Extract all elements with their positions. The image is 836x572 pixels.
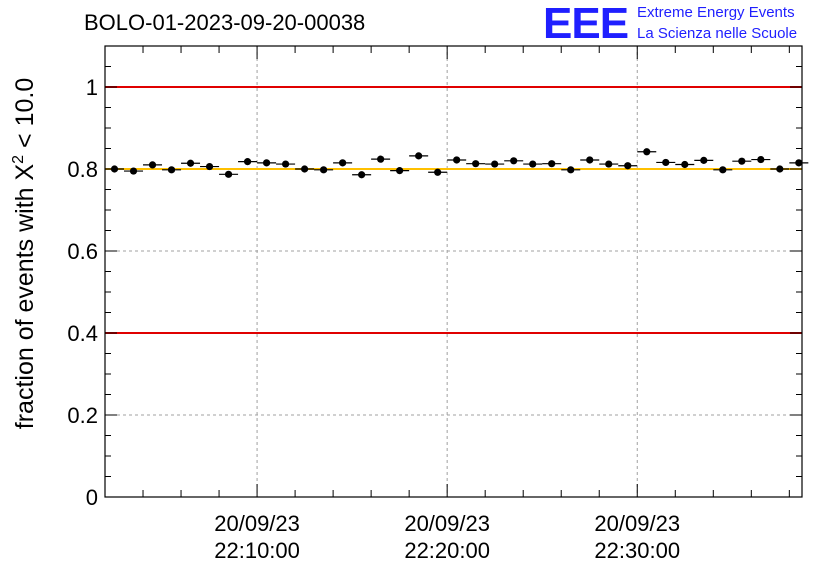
data-point <box>789 159 809 167</box>
y-tick-label: 0.6 <box>67 239 98 264</box>
axis-ticks <box>105 46 802 498</box>
data-point <box>637 148 657 156</box>
data-point <box>390 167 410 175</box>
data-point <box>219 170 239 178</box>
y-tick-label: 0 <box>86 485 98 510</box>
data-point <box>561 166 581 174</box>
x-tick-label-time: 22:10:00 <box>214 538 300 563</box>
eee-logo-mark: EEE <box>543 0 629 48</box>
data-point <box>542 160 562 168</box>
data-point <box>162 166 182 174</box>
y-tick-label: 0.2 <box>67 403 98 428</box>
logo-text-line1: Extreme Energy Events <box>637 4 795 21</box>
data-point <box>352 171 372 179</box>
grid-lines <box>105 46 802 497</box>
data-point <box>257 159 277 167</box>
data-point <box>466 160 486 168</box>
data-point <box>523 160 543 168</box>
tick-labels: 00.20.40.60.8120/09/2322:10:0020/09/2322… <box>67 75 680 563</box>
y-axis-label: fraction of events with X2 < 10.0 <box>10 78 39 429</box>
plot-frame <box>104 45 803 498</box>
data-point <box>580 156 600 164</box>
data-point <box>409 152 429 160</box>
data-point <box>200 162 220 171</box>
logo-text-line2: La Scienza nelle Scuole <box>637 25 798 42</box>
y-tick-label: 1 <box>86 75 98 100</box>
data-point <box>181 159 201 167</box>
data-point <box>314 166 334 174</box>
data-point <box>276 160 296 168</box>
data-point <box>371 155 391 163</box>
x-tick-label-time: 22:20:00 <box>404 538 490 563</box>
data-point <box>618 162 638 170</box>
x-tick-label-date: 20/09/23 <box>594 511 680 536</box>
data-point <box>694 156 714 164</box>
y-tick-label: 0.8 <box>67 157 98 182</box>
data-point <box>656 158 676 167</box>
data-point <box>770 165 790 173</box>
data-point <box>333 159 353 167</box>
threshold-lines <box>105 86 802 334</box>
data-point <box>143 161 163 169</box>
x-tick-label-time: 22:30:00 <box>594 538 680 563</box>
data-point <box>485 160 505 168</box>
data-point <box>599 160 619 168</box>
data-point <box>751 155 771 164</box>
data-point <box>295 165 315 173</box>
data-point <box>675 160 695 169</box>
y-tick-label: 0.4 <box>67 321 98 346</box>
x-tick-label-date: 20/09/23 <box>404 511 490 536</box>
data-point <box>124 167 144 175</box>
data-point <box>732 157 752 165</box>
data-points <box>105 148 809 179</box>
data-point <box>504 157 524 165</box>
data-point <box>447 156 467 164</box>
run-title: BOLO-01-2023-09-20-00038 <box>84 10 366 35</box>
data-point <box>713 166 733 174</box>
data-point <box>238 158 258 166</box>
data-point <box>428 168 448 176</box>
x-tick-label-date: 20/09/23 <box>214 511 300 536</box>
